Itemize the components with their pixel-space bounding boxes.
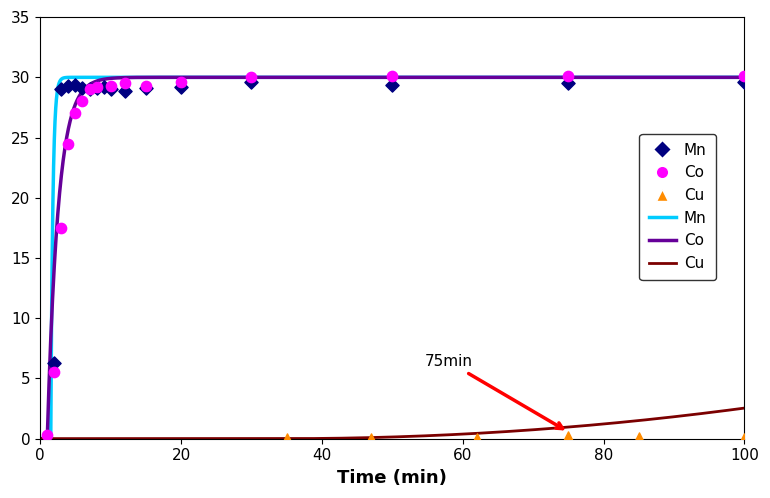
- Point: [90, 83, 102, 91]
- Point: [83, 85, 95, 93]
- Point: [387, 81, 399, 89]
- Point: [62, 139, 75, 147]
- Point: [69, 110, 82, 118]
- Text: 75min: 75min: [425, 355, 563, 429]
- Point: [49, 359, 61, 367]
- Point: [738, 78, 751, 86]
- Point: [175, 78, 187, 86]
- X-axis label: Time (min): Time (min): [337, 469, 447, 487]
- Point: [69, 81, 82, 89]
- Point: [246, 78, 258, 86]
- Point: [76, 98, 89, 106]
- Point: [246, 73, 258, 81]
- Point: [139, 84, 152, 92]
- Point: [119, 87, 131, 95]
- Point: [470, 435, 483, 443]
- Point: [105, 85, 117, 93]
- Point: [98, 83, 110, 91]
- Point: [738, 435, 751, 443]
- Point: [562, 72, 574, 80]
- Point: [41, 431, 53, 439]
- Point: [387, 72, 399, 80]
- Point: [55, 85, 68, 93]
- Point: [105, 82, 117, 90]
- Point: [633, 434, 645, 442]
- Legend: Mn, Co, Cu, Mn, Co, Cu: Mn, Co, Cu, Mn, Co, Cu: [639, 133, 715, 280]
- Point: [83, 85, 95, 93]
- Point: [365, 435, 377, 443]
- Point: [738, 72, 751, 80]
- Point: [76, 84, 89, 92]
- Point: [119, 79, 131, 87]
- Point: [62, 82, 75, 90]
- Point: [49, 369, 61, 376]
- Point: [139, 82, 152, 90]
- Point: [90, 84, 102, 92]
- Point: [55, 224, 68, 232]
- Point: [562, 433, 574, 441]
- Point: [562, 79, 574, 87]
- Point: [280, 435, 293, 443]
- Point: [175, 83, 187, 91]
